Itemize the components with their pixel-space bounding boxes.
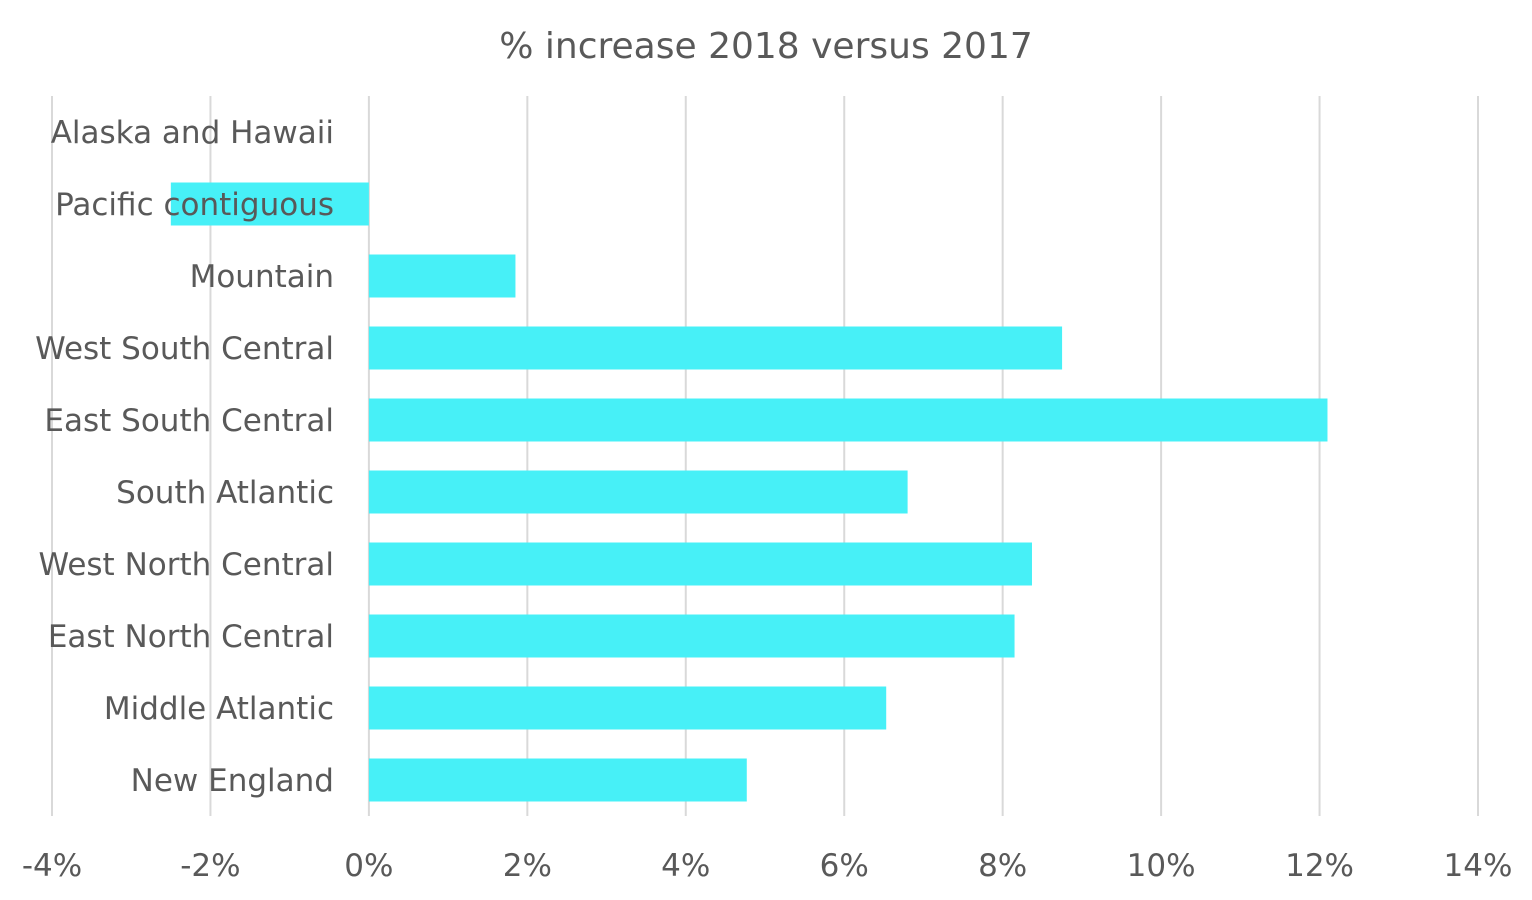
bar-east-north-central: [368, 614, 1015, 658]
category-label: East North Central: [48, 619, 334, 655]
bar-new-england: [368, 758, 747, 802]
category-labels: Alaska and Hawaii Pacific contiguous Mount…: [35, 115, 334, 799]
category-label: New England: [131, 763, 334, 799]
bar-west-south-central: [368, 326, 1063, 370]
x-tick-label: 4%: [661, 848, 710, 884]
bars: [170, 182, 1328, 802]
category-label: West South Central: [35, 331, 334, 367]
bar-west-north-central: [368, 542, 1032, 586]
category-label: Mountain: [190, 259, 334, 295]
category-label: West North Central: [39, 547, 335, 583]
x-tick-label: -2%: [180, 848, 240, 884]
category-label: Alaska and Hawaii: [51, 115, 334, 151]
x-tick-label: 12%: [1285, 848, 1354, 884]
category-label: Pacific contiguous: [55, 187, 334, 223]
x-tick-label: 14%: [1444, 848, 1513, 884]
bar-middle-atlantic: [368, 686, 887, 730]
x-tick-label: 0%: [344, 848, 393, 884]
x-tick-label: 8%: [978, 848, 1027, 884]
x-tick-label: 2%: [503, 848, 552, 884]
bar-south-atlantic: [368, 470, 908, 514]
x-tick-label: 10%: [1127, 848, 1196, 884]
x-tick-label: -4%: [22, 848, 82, 884]
bar-east-south-central: [368, 398, 1328, 442]
x-tick-label: 6%: [820, 848, 869, 884]
category-label: South Atlantic: [116, 475, 334, 511]
category-label: Middle Atlantic: [104, 691, 334, 727]
chart-title: % increase 2018 versus 2017: [499, 26, 1033, 67]
bar-mountain: [368, 254, 516, 298]
category-label: East South Central: [44, 403, 334, 439]
x-axis-tick-labels: -4% -2% 0% 2% 4% 6% 8% 10% 12% 14%: [22, 848, 1513, 884]
bar-pacific-contiguous: [170, 182, 369, 226]
